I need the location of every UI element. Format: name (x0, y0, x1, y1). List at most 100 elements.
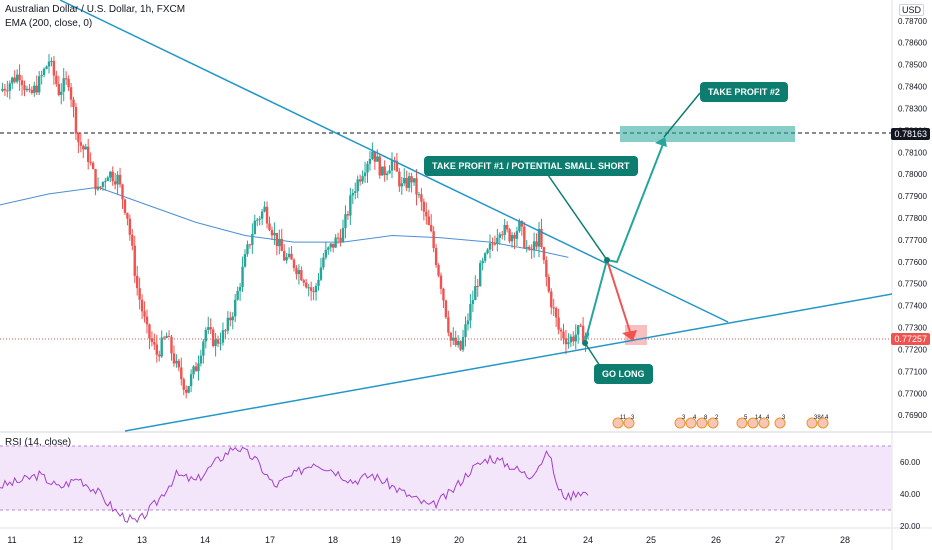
price-tick-label: 0.78700 (898, 17, 927, 26)
candle-body (515, 231, 519, 239)
event-count: 8 (704, 415, 708, 421)
candle-body (268, 223, 271, 230)
event-flag-icon (696, 417, 708, 429)
take-profit-zone[interactable] (620, 126, 795, 142)
candle-body (118, 174, 122, 185)
candle-body (351, 193, 354, 196)
candle-body (400, 183, 403, 187)
event-count: 2 (715, 415, 719, 421)
candle-body (483, 253, 487, 261)
event-flag-icon (806, 417, 818, 429)
candle-body (361, 176, 364, 182)
candle-body (165, 335, 168, 339)
take-profit-1-label[interactable]: TAKE PROFIT #1 / POTENTIAL SMALL SHORT (424, 156, 638, 176)
candle-body (128, 218, 132, 235)
candle-body (508, 229, 511, 242)
candle-body (344, 214, 347, 229)
candle-body (461, 336, 465, 350)
candle-body (121, 184, 124, 200)
candle-body (572, 336, 575, 342)
price-tick-label: 0.77900 (898, 192, 927, 201)
price-axis[interactable] (892, 0, 932, 550)
candle-body (221, 330, 225, 343)
candle-body (349, 195, 352, 216)
rsi-legend[interactable]: RSI (14, close) (5, 437, 72, 448)
candle-body (199, 355, 203, 364)
candle-body (434, 248, 438, 266)
candle-body (246, 244, 249, 255)
candle-body (510, 234, 514, 242)
time-tick-label: 19 (391, 535, 401, 545)
event-flag-icon (623, 417, 635, 429)
candle-body (148, 324, 151, 339)
candle-body (42, 68, 46, 76)
candle-body (116, 174, 119, 185)
descending-trendline[interactable] (59, 0, 729, 323)
time-tick-label: 18 (328, 535, 338, 545)
candle-body (20, 80, 24, 86)
candle-body (251, 234, 254, 245)
ema-legend[interactable]: EMA (200, close, 0) (5, 18, 93, 29)
price-tick-label: 0.77100 (898, 367, 927, 376)
candle-body (528, 246, 531, 249)
event-flag-icon (758, 417, 770, 429)
candle-body (329, 243, 332, 248)
candle-body (513, 234, 516, 239)
candle-body (356, 179, 359, 192)
event-flag-icon (817, 417, 829, 429)
price-tick-label: 0.77700 (898, 236, 927, 245)
price-tick-label: 0.78400 (898, 83, 927, 92)
candle-body (535, 241, 538, 247)
candle-body (285, 257, 288, 261)
candle-body (185, 389, 188, 393)
candle-body (336, 237, 340, 239)
take-profit-2-label[interactable]: TAKE PROFIT #2 (700, 82, 788, 102)
candle-body (278, 238, 281, 247)
candle-body (180, 367, 183, 380)
candle-body (518, 221, 521, 232)
candle-body (40, 75, 43, 77)
candle-body (23, 85, 26, 91)
candle-body (204, 329, 207, 342)
time-tick-label: 11 (7, 535, 16, 545)
candle-body (194, 366, 198, 372)
candle-body (368, 158, 372, 164)
event-count: 3 (782, 415, 786, 421)
long-connector (584, 342, 601, 367)
candle-body (577, 325, 580, 335)
candle-body (234, 299, 237, 317)
candle-body (523, 226, 526, 248)
go-long-label[interactable]: GO LONG (594, 364, 653, 384)
event-count: 3 (682, 415, 686, 421)
economic-event-icons[interactable]: 11 3 3 4 8 2 5 14 4 3 384 4 (612, 415, 829, 429)
candle-body (143, 311, 146, 317)
event-flag-icon (736, 417, 748, 429)
rsi-axis-labels: 60.00 40.00 20.00 (900, 458, 921, 531)
candle-body (238, 287, 242, 291)
candle-body (307, 287, 310, 289)
candle-body (82, 145, 85, 150)
candle-body (231, 316, 234, 321)
candle-body (270, 229, 274, 236)
candle-body (358, 179, 362, 182)
candle-body (407, 176, 411, 188)
candle-body (420, 194, 423, 202)
symbol-legend[interactable]: Australian Dollar / U.S. Dollar, 1h, FXC… (5, 4, 186, 15)
candle-body (554, 307, 558, 318)
candle-body (388, 170, 391, 174)
long-entry-point (582, 340, 588, 346)
candle-body (363, 172, 367, 177)
candle-body (317, 279, 320, 286)
event-count: 4 (766, 415, 770, 421)
rsi-tick-label: 20.00 (900, 522, 921, 531)
event-count: 4 (693, 415, 697, 421)
candle-body (564, 338, 568, 345)
currency-label[interactable]: USD (898, 4, 924, 16)
candle-body (464, 324, 467, 337)
event-flag-icon (774, 417, 786, 429)
candle-body (532, 241, 536, 251)
tp2-connector (663, 92, 701, 138)
candle-body (111, 171, 114, 182)
long-projection-arrow (584, 138, 666, 343)
ascending-trendline[interactable] (124, 293, 893, 432)
